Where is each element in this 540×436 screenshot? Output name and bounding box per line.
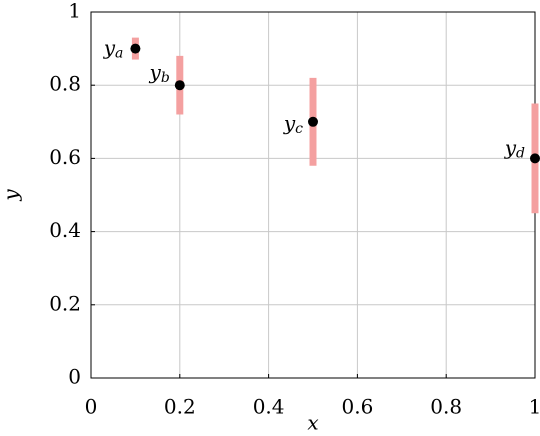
point-label: ya [103,35,124,62]
point-label: yb [149,60,170,87]
point [308,116,318,127]
y-tick-label: 0 [68,365,81,389]
x-tick-label: 0.8 [430,395,462,419]
y-tick-label: 0.8 [49,72,81,96]
x-tick-label: 1 [529,395,540,419]
point-label-base: y [283,110,296,134]
point-label-sub: a [115,46,123,62]
x-axis-label: x [307,411,318,435]
point [130,43,141,54]
y-tick-label: 1 [68,0,81,23]
point-label-base: y [504,135,517,159]
y-tick-label: 0.6 [49,145,81,169]
point [530,153,540,164]
x-tick-label: 0.2 [164,395,196,419]
point-label: yd [504,135,525,162]
point-label-sub: b [161,70,170,86]
point-label-base: y [103,35,116,59]
y-tick-label: 0.2 [49,291,81,315]
x-tick-label: 0.6 [341,395,373,419]
y-tick-label: 0.4 [49,218,81,242]
point-label: yc [283,110,303,137]
x-tick-label: 0 [85,395,98,419]
y-axis-label: y [0,189,23,202]
point-label-sub: d [516,145,525,161]
x-tick-label: 0.4 [253,395,285,419]
point-label-sub: c [295,121,303,137]
point-label-base: y [149,60,162,84]
point [174,80,185,91]
